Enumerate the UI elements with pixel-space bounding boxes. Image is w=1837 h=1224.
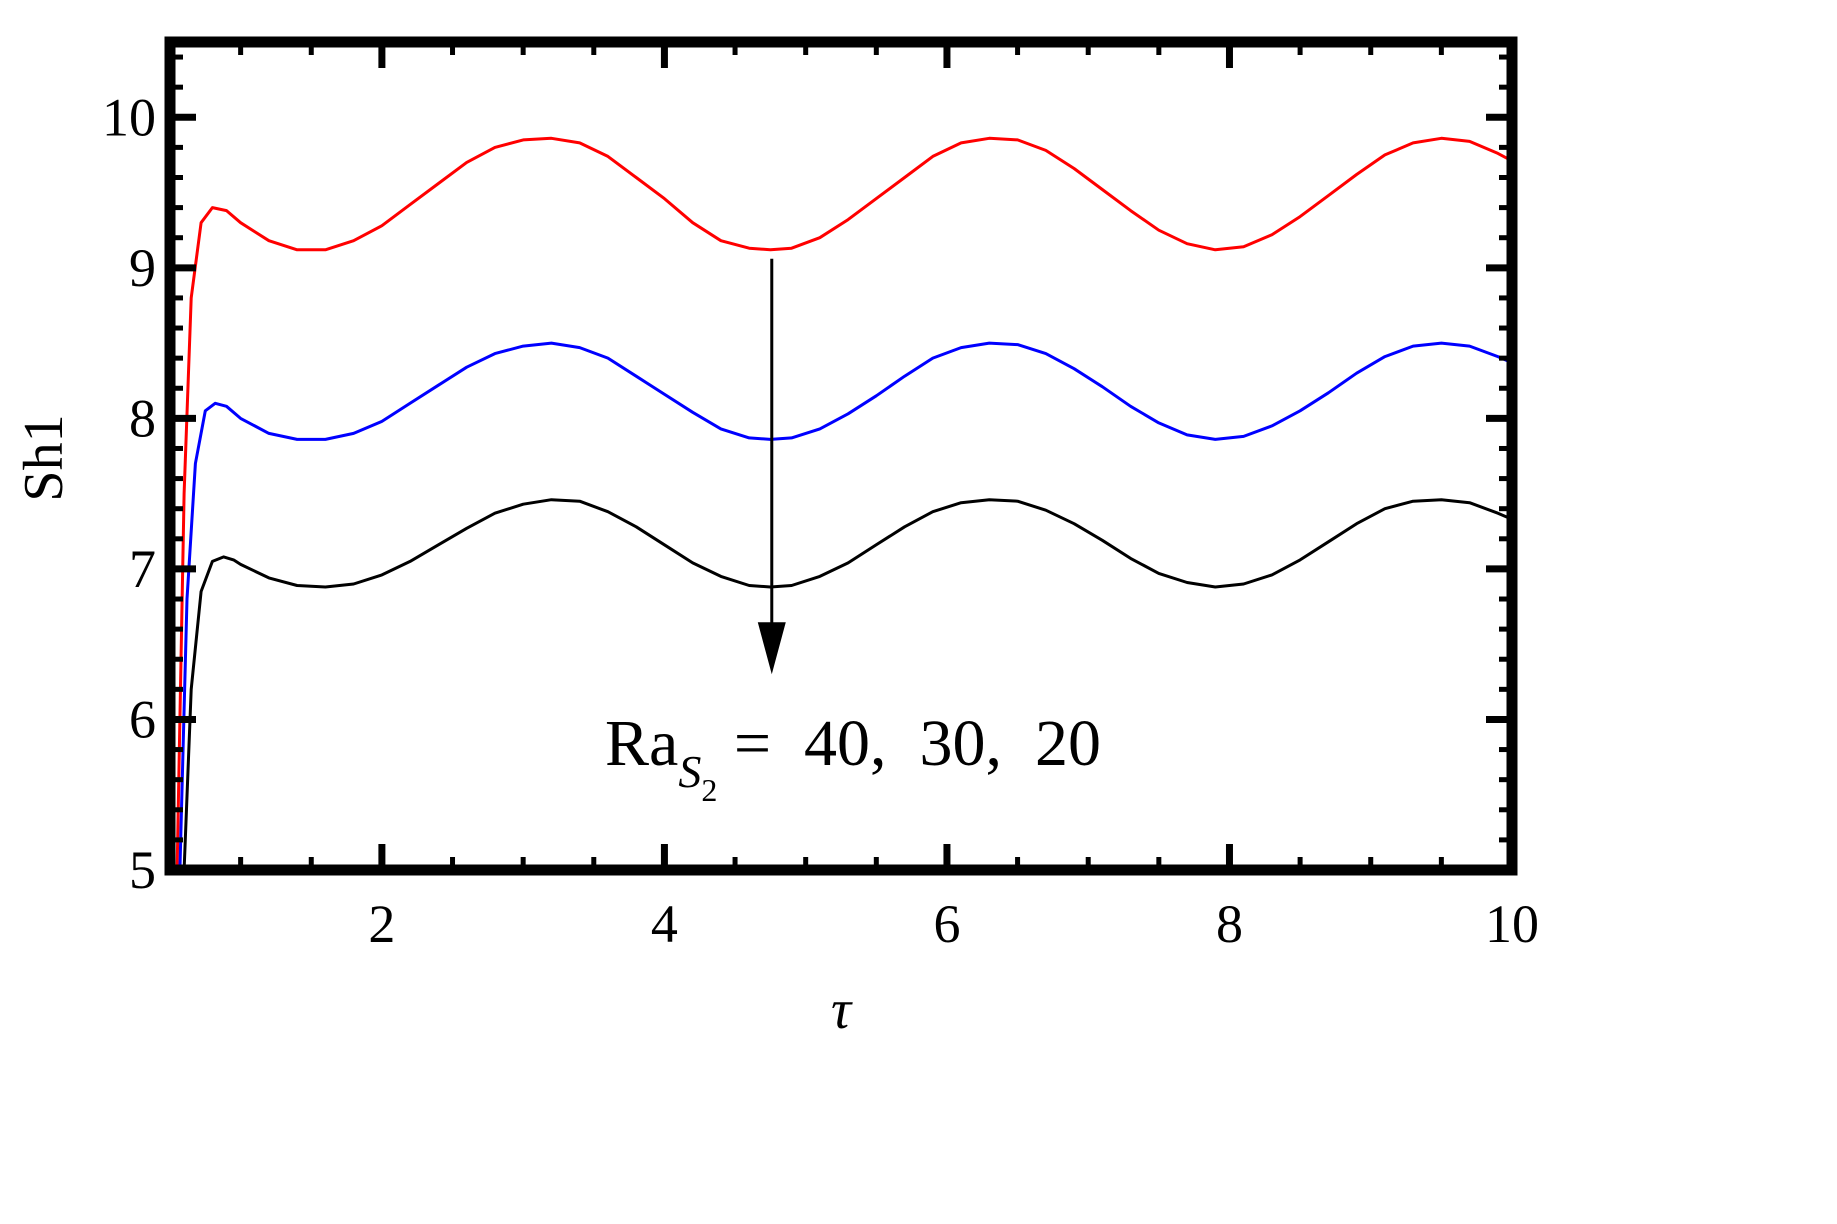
x-tick-label: 2 (368, 894, 395, 954)
series-line-2 (178, 341, 1512, 870)
y-tick-label: 10 (102, 87, 156, 147)
x-tick-label: 8 (1216, 894, 1243, 954)
y-tick-label: 6 (129, 689, 156, 749)
annotation-main: Ra (605, 707, 678, 780)
annotation-suffix: = 40, 30, 20 (717, 707, 1101, 780)
plot-frame (164, 36, 1518, 876)
tick-labels-layer: 2 4 6 8 10 5 6 7 8 9 10 (102, 87, 1539, 954)
y-axis-label: Sh1 (13, 414, 75, 501)
x-axis-label: τ (831, 979, 853, 1041)
x-tick-label: 4 (651, 894, 678, 954)
x-tick-label: 6 (933, 894, 960, 954)
y-tick-label: 9 (129, 238, 156, 298)
annotation-subscript: S (678, 746, 701, 797)
annotation-text: RaS2 = 40, 30, 20 (605, 707, 1101, 808)
annotation-subsubscript: 2 (701, 772, 717, 808)
series-line-3 (182, 498, 1512, 870)
annotation: RaS2 = 40, 30, 20 (605, 258, 1101, 808)
y-tick-label: 8 (129, 388, 156, 448)
x-tick-label: 10 (1485, 894, 1539, 954)
series-line-1 (175, 136, 1512, 870)
annotation-arrow-head (757, 622, 786, 675)
y-tick-label: 5 (129, 840, 156, 900)
series-layer (175, 136, 1512, 870)
y-tick-label: 7 (129, 539, 156, 599)
